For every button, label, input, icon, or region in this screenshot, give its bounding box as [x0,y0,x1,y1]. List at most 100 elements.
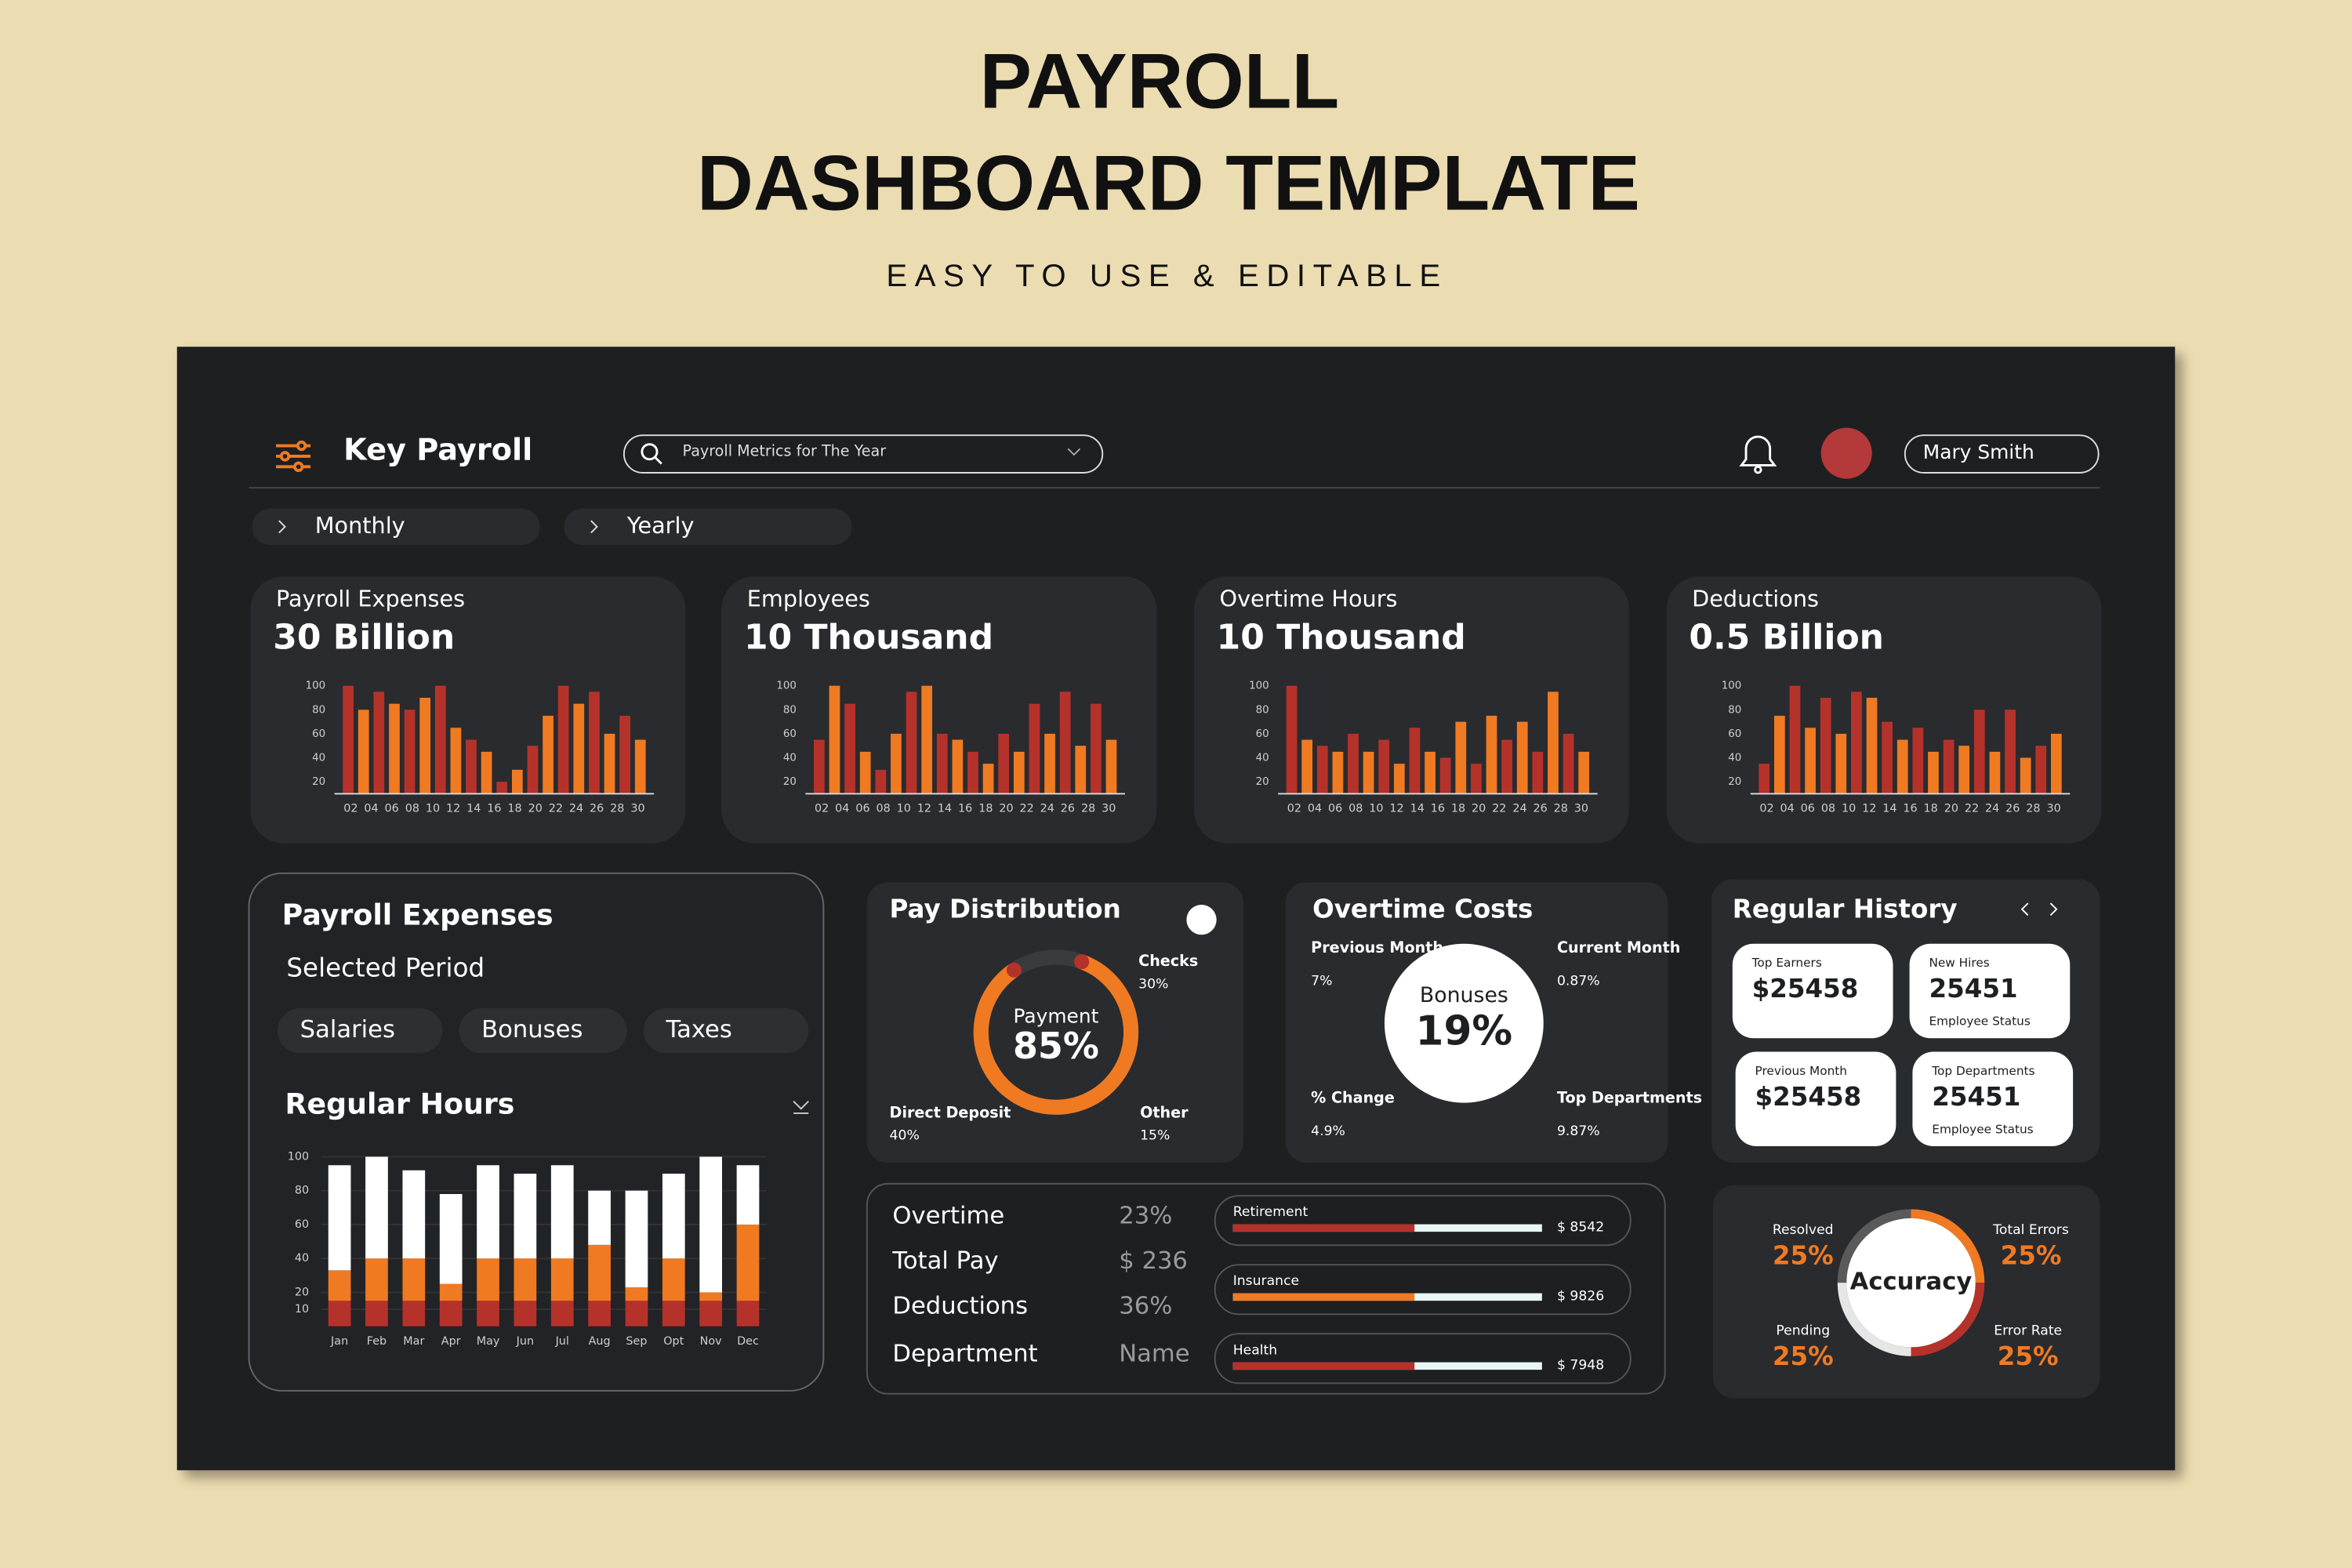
bar [1789,685,1801,794]
bar [1578,751,1590,794]
stacked-bar-segment [402,1170,426,1259]
filter-pill[interactable] [459,1008,627,1054]
brand: Key Payroll [343,433,532,468]
avatar[interactable] [1820,427,1872,479]
user-pill[interactable] [1904,434,2100,474]
y-tick-label: 20 [1256,776,1269,788]
x-tick-label: 06 [1328,803,1342,815]
benefit-value: $ 8542 [1557,1219,1604,1235]
history-note: Employee Status [1932,1123,2033,1137]
stacked-bar-segment [328,1270,351,1301]
x-tick-label: 28 [1554,803,1568,815]
x-tick-label: 02 [1287,803,1301,815]
search-box[interactable] [622,434,1104,474]
toggle-dot[interactable] [1186,905,1217,935]
accuracy-ring-segment [1911,1209,1985,1283]
x-tick-label: Apr [441,1335,461,1348]
stacked-bar-segment [439,1283,463,1301]
prev-arrow[interactable] [2020,902,2029,916]
stacked-bar-segment [402,1258,426,1301]
bar [1958,746,1970,794]
stacked-bar-segment [736,1165,760,1225]
y-tick-label: 20 [295,1286,309,1298]
bar [875,769,887,794]
bar [358,710,369,794]
x-tick-label: 24 [569,803,583,815]
bar [982,764,994,794]
history-label: New Hires [1929,956,1989,970]
distribution-value: 40% [890,1128,920,1144]
x-tick-label: Nov [700,1335,722,1348]
x-tick-label: 24 [1040,803,1054,815]
filter-pill[interactable] [277,1008,443,1054]
bar [2050,733,2062,794]
x-tick-label: 22 [1492,803,1506,815]
benefit-fill [1232,1224,1415,1232]
chart-title: Regular Hours [285,1087,515,1120]
accuracy-value: 25% [1998,1341,2059,1371]
bell-icon[interactable] [1739,435,1777,474]
x-tick-label: 28 [1081,803,1095,815]
stacked-bar-segment [699,1292,722,1301]
bar [373,691,385,794]
summary-label: Department [892,1340,1037,1367]
bar [921,685,933,794]
stacked-bar-segment [550,1165,574,1259]
bar [1989,751,2001,794]
y-tick-label: 10 [295,1303,309,1316]
chart-dropdown[interactable] [793,1100,809,1114]
overtime-label: Top Departments [1557,1088,1702,1106]
y-tick-label: 100 [1722,681,1742,692]
bar [814,739,825,794]
bar [1912,728,1924,794]
stacked-bar-segment [439,1194,463,1284]
bar [967,751,978,794]
next-arrow[interactable] [2049,902,2058,916]
x-tick-label: 30 [2046,803,2060,815]
menu-icon[interactable] [276,440,311,473]
tab[interactable] [252,508,540,545]
history-value: 25451 [1932,1082,2020,1112]
search-dropdown[interactable] [1067,448,1081,456]
bar [859,751,871,794]
distribution-value: 30% [1138,976,1168,992]
x-tick-label: 10 [1369,803,1383,815]
bar [634,739,646,794]
bar [404,710,416,794]
stacked-bar-segment [662,1174,685,1259]
panel-subtitle: Selected Period [286,953,485,982]
bar [829,685,840,794]
x-tick-label: 04 [364,803,378,815]
x-tick-label: 14 [1882,803,1896,815]
filter-label: Taxes [665,1016,731,1044]
search-placeholder: Payroll Metrics for The Year [683,442,887,460]
tab[interactable] [564,508,852,545]
summary-label: Deductions [892,1292,1028,1319]
accuracy-title: Accuracy [1850,1269,1973,1296]
accuracy-label: Pending [1776,1323,1830,1338]
accuracy-value: 25% [1773,1241,1834,1271]
stacked-bar-segment [736,1224,760,1301]
bar [557,685,569,794]
overtime-value: 9.87% [1557,1123,1600,1139]
card-title: Pay Distribution [890,895,1121,924]
bar [1516,721,1528,794]
bar [1013,751,1025,794]
bar [1820,697,1831,794]
bar [589,691,600,794]
filter-pill[interactable] [643,1008,809,1054]
bar [1044,733,1055,794]
y-tick-label: 40 [1728,753,1741,764]
bar [1501,739,1512,794]
x-tick-label: 10 [1842,803,1856,815]
bar [1486,715,1497,794]
kpi-label: Overtime Hours [1219,586,1397,612]
history-value: $25458 [1755,1082,1862,1112]
x-tick-label: 30 [1574,803,1588,815]
benefit-label: Health [1233,1342,1277,1358]
overtime-label: % Change [1311,1088,1395,1106]
bar [952,739,964,794]
history-value: $25458 [1752,974,1859,1004]
ring-end-dot [1074,954,1090,970]
bar [906,691,917,794]
